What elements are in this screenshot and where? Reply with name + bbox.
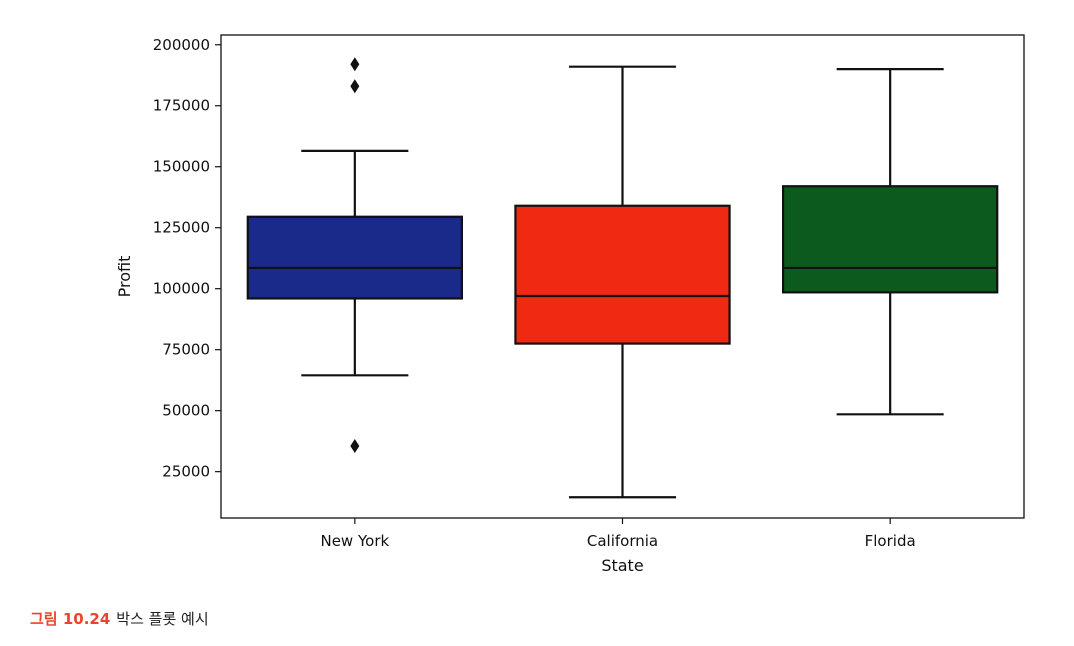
box-plot-chart: 25000 50000 75000 100000 125000 150000 175000 2… bbox=[115, 34, 1025, 575]
y-tick-label: 150000 bbox=[153, 158, 210, 176]
iqr-box bbox=[781, 185, 999, 294]
plot-area bbox=[246, 57, 999, 499]
figure-number: 그림 10.24 bbox=[30, 610, 111, 628]
y-tick-label: 175000 bbox=[153, 97, 210, 115]
y-tick-label: 25000 bbox=[162, 463, 210, 481]
iqr-box bbox=[246, 215, 463, 300]
box-california bbox=[514, 65, 731, 499]
y-tick-label: 200000 bbox=[153, 36, 210, 54]
x-axis-title: State bbox=[601, 556, 643, 575]
x-axis: New York California Florida bbox=[320, 518, 916, 550]
y-axis: 25000 50000 75000 100000 125000 150000 175000 2… bbox=[153, 36, 221, 481]
box-florida bbox=[781, 68, 999, 416]
outlier-marker bbox=[350, 79, 360, 94]
x-tick-label: Florida bbox=[865, 532, 916, 550]
y-tick-label: 50000 bbox=[162, 402, 210, 420]
x-tick-label: California bbox=[587, 532, 658, 550]
y-tick-label: 125000 bbox=[153, 219, 210, 237]
y-tick-label: 100000 bbox=[153, 280, 210, 298]
y-tick-label: 75000 bbox=[162, 341, 210, 359]
figure-caption: 그림 10.24 박스 플롯 예시 bbox=[30, 608, 209, 629]
box-new-york bbox=[246, 57, 463, 454]
figure-caption-text: 박스 플롯 예시 bbox=[116, 610, 209, 628]
y-axis-title: Profit bbox=[115, 256, 134, 298]
outlier-marker bbox=[350, 57, 360, 72]
outlier-marker bbox=[350, 439, 360, 454]
iqr-box bbox=[514, 204, 731, 345]
x-tick-label: New York bbox=[320, 532, 389, 550]
